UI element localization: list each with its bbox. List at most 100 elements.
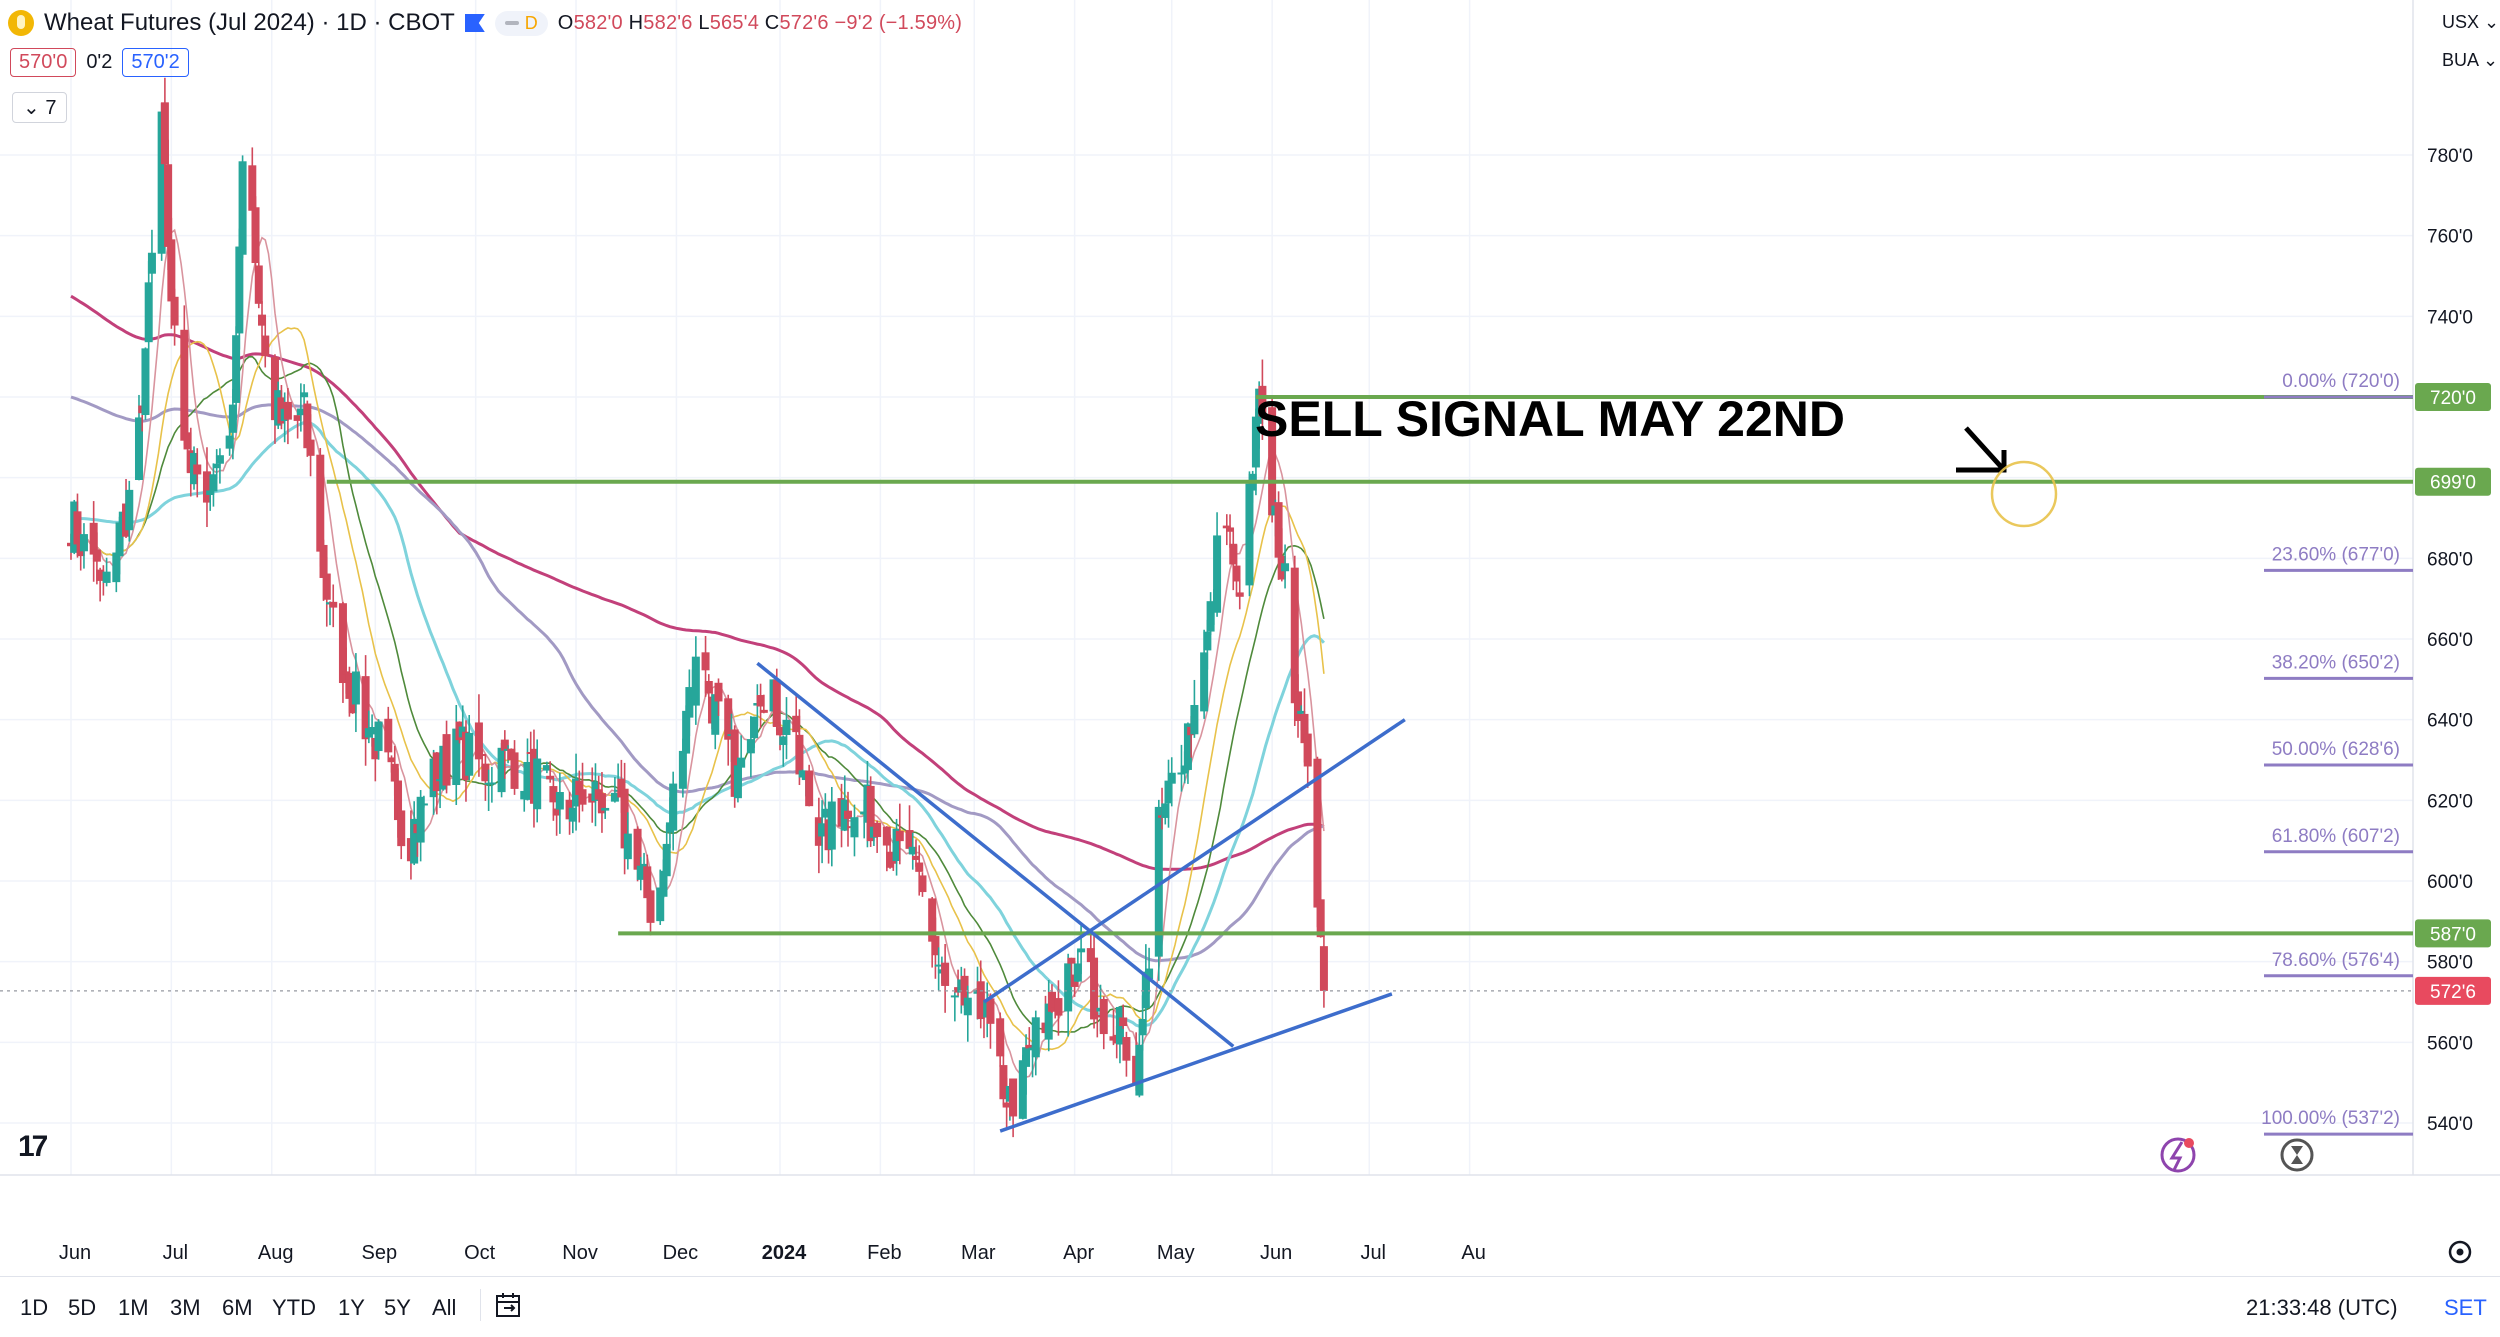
candle-body xyxy=(714,682,723,702)
candle-body xyxy=(656,887,665,922)
candle-body xyxy=(102,571,111,583)
candle-body xyxy=(795,734,804,775)
candle-body xyxy=(465,732,474,776)
tradingview-logo[interactable]: 17 xyxy=(18,1130,48,1163)
candle-body xyxy=(442,734,451,786)
close-label: C xyxy=(764,11,780,34)
candle-body xyxy=(351,671,360,705)
time-tick-label: Feb xyxy=(867,1242,901,1264)
open-label: O xyxy=(557,11,574,34)
timeframe-1d[interactable]: 1D xyxy=(20,1295,49,1320)
candle-body xyxy=(345,672,354,699)
candle-body xyxy=(1093,1014,1102,1018)
candle-body xyxy=(348,697,357,714)
candle-body xyxy=(254,265,263,304)
candle-body xyxy=(180,329,189,441)
price-tick-label: 680'0 xyxy=(2427,549,2473,570)
candle-body xyxy=(691,656,700,706)
candle-body xyxy=(892,828,901,861)
moving-averages xyxy=(70,228,1326,1079)
candle-body xyxy=(772,679,781,727)
candle-body xyxy=(730,729,739,797)
timeframe-1y[interactable]: 1Y xyxy=(338,1295,365,1320)
candle-body xyxy=(510,752,519,789)
trendline-channel-top xyxy=(983,718,1406,1004)
candle-body xyxy=(549,786,558,803)
candle-body xyxy=(659,870,668,897)
timeframe-ytd[interactable]: YTD xyxy=(272,1295,316,1320)
price-tick-label: 560'0 xyxy=(2427,1033,2473,1054)
candle-body xyxy=(1268,407,1277,516)
candle-body xyxy=(1206,601,1215,632)
candle-body xyxy=(555,792,564,810)
candle-body xyxy=(523,761,532,800)
candle-body xyxy=(1281,563,1290,572)
candle-body xyxy=(882,826,891,846)
ohlc-values: O582'0 H582'6 L565'4 C572'6 −9'2 (−1.59%… xyxy=(558,12,962,35)
candle-body xyxy=(1229,543,1238,565)
candle-body xyxy=(805,770,814,807)
timeframe-1m[interactable]: 1M xyxy=(118,1295,149,1320)
lightning-icon[interactable] xyxy=(2160,1137,2196,1173)
candle-body xyxy=(432,752,441,792)
ask-button[interactable]: 570'2 xyxy=(122,48,189,77)
timeframe-6m[interactable]: 6M xyxy=(222,1295,253,1320)
flag-icon[interactable] xyxy=(464,14,485,32)
time-tick-label: Au xyxy=(1461,1242,1485,1264)
indicators-toggle[interactable]: ⌄ 7 xyxy=(12,92,68,123)
hourglass-icon[interactable] xyxy=(2280,1138,2314,1172)
candle-body xyxy=(387,757,396,763)
candle-body xyxy=(416,796,425,843)
settings-link[interactable]: SET xyxy=(2444,1295,2487,1320)
high-label: H xyxy=(628,11,644,34)
candle-body xyxy=(410,818,419,864)
currency-label: USX xyxy=(2442,12,2480,32)
symbol-title[interactable]: Wheat Futures (Jul 2024) · 1D · CBOT xyxy=(44,9,455,36)
candle-body xyxy=(750,716,759,739)
fib-label: 0.00% (720'0) xyxy=(2282,371,2400,392)
candle-body xyxy=(134,417,143,480)
candle-body xyxy=(500,739,509,751)
candle-body xyxy=(542,765,551,771)
clock-readout[interactable]: 21:33:48 (UTC) xyxy=(2246,1295,2398,1320)
candle-body xyxy=(319,544,328,578)
candle-body xyxy=(620,788,629,849)
candle-body xyxy=(895,830,904,842)
candle-body xyxy=(1190,705,1199,735)
unit-select[interactable]: BUA ⌄ xyxy=(2432,42,2500,78)
toolbar-divider xyxy=(480,1289,481,1321)
candle-body xyxy=(374,721,383,752)
calendar-icon[interactable] xyxy=(494,1291,524,1321)
timeframe-5d[interactable]: 5D xyxy=(68,1295,97,1320)
sell-signal-annotation: SELL SIGNAL MAY 22ND xyxy=(1255,391,1845,447)
candle-body xyxy=(986,998,995,1024)
candle-body xyxy=(915,862,924,872)
candle-body xyxy=(633,828,642,870)
currency-select[interactable]: USX ⌄ xyxy=(2432,4,2500,40)
timeframe-5y[interactable]: 5Y xyxy=(384,1295,411,1320)
candle-body xyxy=(1167,772,1176,784)
candle-body xyxy=(1022,1047,1031,1067)
candle-body xyxy=(125,489,134,531)
chevron-down-icon: ⌄ xyxy=(2484,12,2500,32)
price-tick-label: 660'0 xyxy=(2427,630,2473,651)
gear-icon[interactable] xyxy=(2448,1240,2472,1264)
price-tick-label: 540'0 xyxy=(2427,1114,2473,1135)
candle-body xyxy=(147,252,156,274)
timeframe-all[interactable]: All xyxy=(432,1295,457,1320)
open-value: 582'0 xyxy=(573,11,623,34)
candle-body xyxy=(1009,1078,1018,1117)
candle-body xyxy=(610,792,619,802)
ma-9-line xyxy=(70,228,1325,1079)
price-tick-label: 740'0 xyxy=(2427,307,2473,328)
bid-button[interactable]: 570'0 xyxy=(10,48,77,77)
time-tick-label: Jul xyxy=(163,1242,189,1264)
candle-body xyxy=(682,710,691,754)
candle-body xyxy=(251,207,260,264)
timeframe-3m[interactable]: 3M xyxy=(170,1295,201,1320)
mode-badge[interactable]: D xyxy=(494,10,548,36)
candle-body xyxy=(798,770,807,778)
time-tick-label: 2024 xyxy=(762,1242,807,1264)
candle-body xyxy=(701,652,710,671)
